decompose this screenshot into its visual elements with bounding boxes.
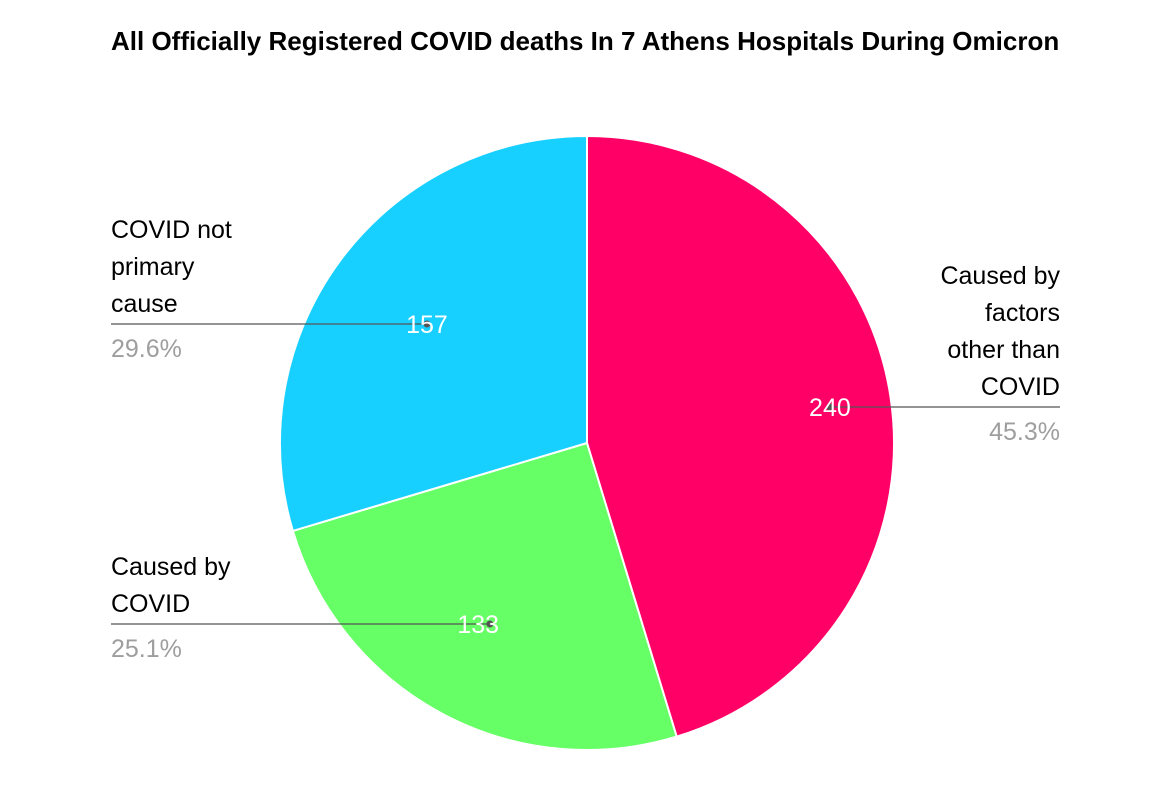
leader-dot-1	[486, 620, 494, 628]
slice-value-label-2: 157	[406, 311, 448, 339]
slice-name-label-1: Caused by COVID	[111, 553, 231, 618]
leader-dot-0	[826, 403, 834, 411]
slice-value-label-0: 240	[809, 394, 851, 422]
slice-percent-label-0: 45.3%	[989, 418, 1060, 446]
leader-dot-2	[423, 320, 431, 328]
slice-name-label-0: Caused by factors other than COVID	[940, 262, 1060, 401]
slice-name-label-2: COVID not primary cause	[111, 216, 232, 318]
pie-slice-0	[586, 134, 895, 738]
chart-title: All Officially Registered COVID deaths I…	[111, 26, 1060, 56]
slice-percent-label-2: 29.6%	[111, 335, 182, 363]
slice-percent-label-1: 25.1%	[111, 635, 182, 663]
pie-slice-2	[279, 134, 588, 533]
slice-value-label-1: 133	[457, 611, 499, 639]
pie-slice-1	[291, 441, 678, 751]
